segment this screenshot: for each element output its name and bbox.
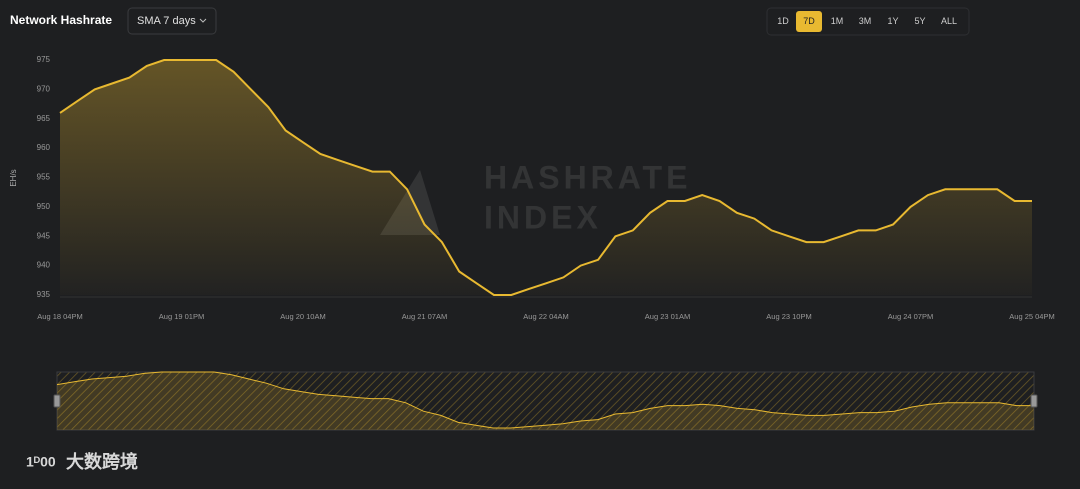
footer-mark: 1ᴰ00	[26, 454, 56, 470]
watermark-text: HASHRATE	[484, 159, 691, 195]
y-tick-label: 965	[37, 114, 51, 123]
dropdown[interactable]	[127, 7, 217, 35]
range-button[interactable]: 3M	[859, 16, 872, 26]
x-tick-label: Aug 24 07PM	[888, 312, 933, 321]
navigator-line	[56, 371, 1034, 429]
x-tick-label: Aug 21 07AM	[402, 312, 447, 321]
y-tick-label: 940	[37, 261, 51, 270]
range-button[interactable]: 1M	[831, 16, 844, 26]
range-button[interactable]: 5Y	[914, 16, 925, 26]
x-tick-label: Aug 25 04PM	[1009, 312, 1054, 321]
watermark-text: INDEX	[484, 199, 602, 235]
x-tick-label: Aug 19 01PM	[159, 312, 204, 321]
line	[59, 59, 1032, 296]
title: Network Hashrate	[10, 13, 112, 27]
watermark: HASHRATE INDEX	[380, 159, 691, 235]
y-axis-label: EH/s	[9, 169, 18, 186]
x-tick-label: Aug 23 10PM	[766, 312, 811, 321]
y-tick-label: 935	[37, 290, 51, 299]
footer-logo: 大数跨境	[66, 451, 138, 472]
y-tick-label: 945	[37, 231, 51, 240]
range-button-active[interactable]	[796, 11, 822, 32]
y-tick-label: 960	[37, 143, 51, 152]
y-tick-label: 955	[37, 173, 51, 182]
dropdown-label: SMA 7 days	[137, 15, 196, 27]
area	[60, 60, 1032, 295]
dropdown-caret	[199, 18, 207, 23]
range-button[interactable]: 7D	[803, 16, 815, 26]
range-button[interactable]: ALL	[941, 16, 957, 26]
x-tick-label: Aug 20 10AM	[280, 312, 325, 321]
y-tick-label: 970	[37, 84, 51, 93]
navigator-area	[57, 372, 1034, 430]
x-tick-label: Aug 23 01AM	[645, 312, 690, 321]
x-tick-label: Aug 18 04PM	[37, 312, 82, 321]
navigator-handle[interactable]	[1030, 394, 1038, 408]
y-tick-label: 950	[37, 202, 51, 211]
range-button[interactable]: 1Y	[887, 16, 898, 26]
range-button[interactable]: 1D	[777, 16, 789, 26]
x-tick-label: Aug 22 04AM	[523, 312, 568, 321]
navigator-handle[interactable]	[53, 394, 61, 408]
y-tick-label: 975	[37, 55, 51, 64]
